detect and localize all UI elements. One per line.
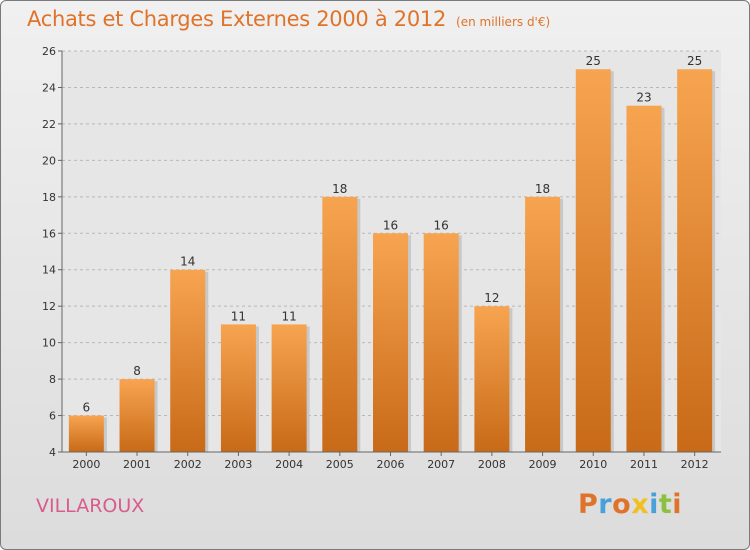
bar-value-label: 18 <box>535 182 550 196</box>
bar <box>626 105 662 452</box>
y-tick-label: 18 <box>42 191 56 204</box>
bar-value-label: 18 <box>332 182 347 196</box>
x-tick-label: 2009 <box>529 458 557 471</box>
x-tick-label: 2001 <box>123 458 151 471</box>
x-tick-label: 2002 <box>174 458 202 471</box>
bar <box>322 196 358 452</box>
bar <box>170 269 206 452</box>
logo-letter: r <box>598 489 613 520</box>
bar-value-label: 11 <box>231 309 246 323</box>
logo-letter: i <box>649 489 659 520</box>
bar-value-label: 11 <box>281 309 296 323</box>
x-tick-label: 2005 <box>326 458 354 471</box>
x-tick-label: 2010 <box>579 458 607 471</box>
y-tick-label: 10 <box>42 337 56 350</box>
title-row: Achats et Charges Externes 2000 à 2012 (e… <box>27 7 550 31</box>
bar <box>271 324 307 452</box>
logo-letter: t <box>658 489 673 520</box>
logo-letter: i <box>672 489 683 520</box>
bar-value-label: 25 <box>687 54 702 68</box>
chart-unit: (en milliers d'€) <box>456 15 551 29</box>
x-tick-label: 2006 <box>377 458 405 471</box>
x-tick-label: 2000 <box>72 458 100 471</box>
bar <box>474 306 510 452</box>
logo-letter: o <box>612 489 632 520</box>
bar-value-label: 16 <box>434 218 449 232</box>
y-tick-label: 20 <box>42 154 56 167</box>
logo-letter: x <box>631 489 650 520</box>
bar-value-label: 16 <box>383 218 398 232</box>
x-tick-label: 2011 <box>630 458 658 471</box>
x-tick-label: 2004 <box>275 458 303 471</box>
bar <box>677 69 713 453</box>
bar-value-label: 25 <box>586 54 601 68</box>
bar <box>575 69 611 453</box>
x-tick-label: 2007 <box>427 458 455 471</box>
bar <box>68 415 104 452</box>
logo-letter: P <box>578 489 599 520</box>
bar-value-label: 14 <box>180 255 195 269</box>
y-tick-label: 14 <box>42 264 56 277</box>
proxiti-logo: Proxiti <box>578 489 682 520</box>
x-tick-label: 2003 <box>224 458 252 471</box>
bar <box>220 324 256 452</box>
y-tick-label: 4 <box>49 446 56 459</box>
y-tick-label: 24 <box>42 81 56 94</box>
bar <box>525 196 561 452</box>
y-tick-label: 12 <box>42 300 56 313</box>
bar-value-label: 23 <box>636 91 651 105</box>
y-tick-label: 22 <box>42 118 56 131</box>
x-tick-label: 2008 <box>478 458 506 471</box>
bar <box>373 233 408 452</box>
bar-value-label: 12 <box>484 291 499 305</box>
chart-title: Achats et Charges Externes 2000 à 2012 <box>27 7 447 31</box>
bar <box>423 233 459 452</box>
bar-value-label: 8 <box>133 364 141 378</box>
bar-value-label: 6 <box>83 401 91 415</box>
y-tick-label: 6 <box>49 410 56 423</box>
y-tick-label: 8 <box>49 373 56 386</box>
x-tick-label: 2012 <box>681 458 709 471</box>
bar <box>119 379 155 452</box>
y-tick-label: 16 <box>42 227 56 240</box>
y-tick-label: 26 <box>42 45 56 58</box>
town-name: VILLAROUX <box>36 495 145 517</box>
